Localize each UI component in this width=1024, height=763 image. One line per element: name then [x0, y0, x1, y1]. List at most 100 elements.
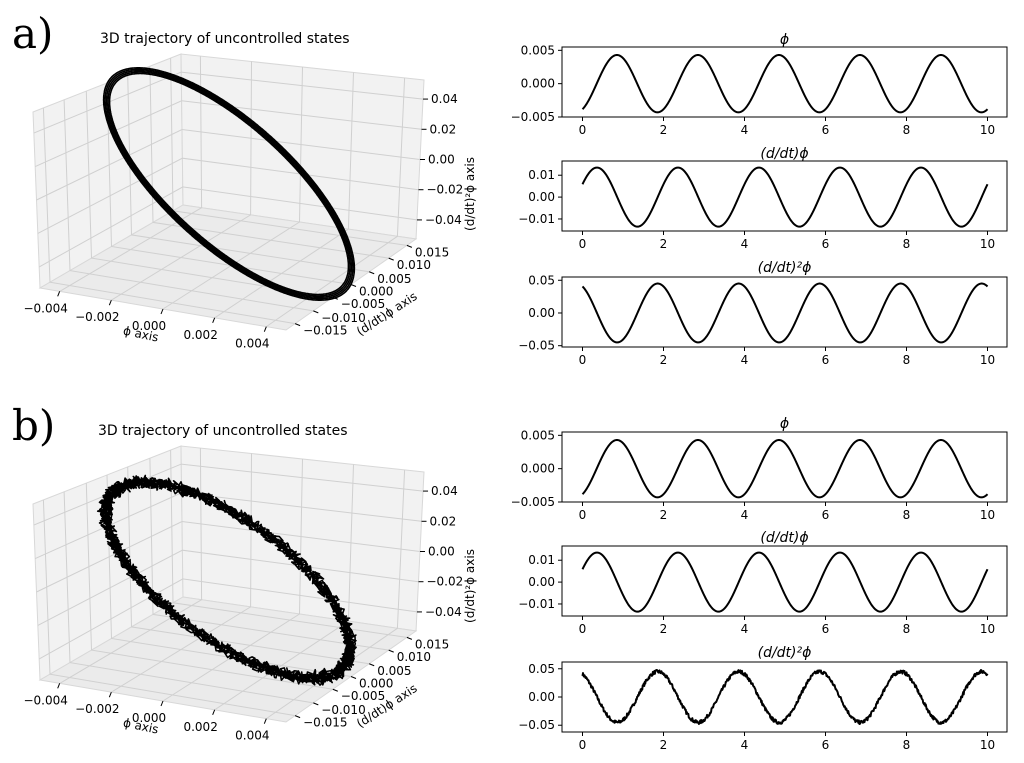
trajectory-loop — [102, 67, 356, 301]
grid-line — [214, 72, 354, 319]
grid-line — [63, 99, 314, 312]
x-tick-label: 0 — [579, 738, 587, 752]
y-tick-mark — [313, 702, 319, 706]
x-tick-label: 6 — [822, 508, 830, 522]
y-tick-mark — [388, 649, 394, 653]
y-tick-label: 0.01 — [528, 553, 555, 567]
x-tick-label: 0 — [579, 123, 587, 137]
trajectory-loop — [96, 476, 357, 686]
y-tick-label: 0.015 — [415, 637, 449, 651]
grid-line — [42, 107, 296, 325]
z-tick-label: 0.02 — [430, 122, 457, 136]
y-tick-mark — [406, 244, 413, 248]
x-tick-mark — [57, 683, 61, 689]
trajectory-title-a: 3D trajectory of uncontrolled states — [100, 31, 350, 47]
grid-line — [38, 186, 418, 268]
grid-line — [34, 100, 422, 168]
grid-line — [63, 491, 314, 704]
x-tick-mark — [212, 317, 216, 324]
y-tick-label: −0.015 — [303, 324, 347, 338]
axes-frame — [561, 276, 1008, 348]
y-tick-label: −0.05 — [518, 339, 555, 353]
x-tick-mark — [160, 308, 164, 315]
subplot-title: (d/dt)ϕ — [760, 530, 808, 546]
x-tick-label: 10 — [980, 738, 995, 752]
x-tick-label: 2 — [660, 508, 668, 522]
x-tick-label: 10 — [980, 237, 995, 251]
grid-line — [33, 71, 424, 134]
y-tick-mark — [313, 310, 319, 314]
grid-line — [85, 483, 333, 690]
x-tick-label: 0 — [579, 508, 587, 522]
grid-line — [162, 66, 303, 310]
y-tick-label: −0.015 — [303, 716, 347, 730]
x-tick-label: 6 — [822, 738, 830, 752]
y-tick-label: 0.005 — [377, 272, 411, 286]
grid-line — [36, 520, 421, 593]
x-tick-mark — [57, 291, 61, 297]
y-tick-mark — [369, 663, 375, 667]
x-tick-label: 4 — [741, 622, 749, 636]
grid-line — [38, 578, 418, 660]
y-tick-label: 0.005 — [521, 428, 555, 442]
z-tick-label: −0.02 — [426, 183, 463, 197]
z-tick-label: 0.02 — [430, 514, 457, 528]
series-line — [581, 668, 989, 726]
x-tick-label: 10 — [980, 622, 995, 636]
x-tick-label: 8 — [903, 353, 911, 367]
grid-line — [36, 128, 421, 201]
x-tick-label: 0.002 — [183, 328, 217, 342]
y-tick-label: 0.00 — [528, 190, 555, 204]
trajectory-loop — [104, 68, 354, 300]
series-line — [581, 551, 989, 613]
axes-frame — [561, 545, 1008, 617]
y-tick-label: 0.010 — [397, 258, 431, 272]
x-tick-label: 0.004 — [235, 337, 269, 351]
x-tick-label: 0.004 — [235, 729, 269, 743]
x-tick-label: 4 — [741, 738, 749, 752]
x-tick-label: 4 — [741, 353, 749, 367]
z-tick-label: −0.04 — [425, 605, 462, 619]
subplot-title: ϕ — [780, 32, 789, 48]
x-tick-label: 0.000 — [132, 319, 166, 333]
grid-line — [127, 74, 370, 273]
trajectory-loop — [105, 69, 353, 299]
axes-frame — [561, 160, 1008, 232]
x-tick-label: −0.004 — [23, 693, 67, 707]
x-tick-label: 0.000 — [132, 711, 166, 725]
subplot-title: (d/dt)²ϕ — [758, 645, 812, 661]
x-tick-label: 2 — [660, 123, 668, 137]
y-tick-label: −0.010 — [321, 311, 365, 325]
grid-line — [111, 453, 252, 693]
x-tick-label: 2 — [660, 353, 668, 367]
x-tick-label: −0.002 — [75, 702, 119, 716]
z-tick-label: −0.02 — [426, 575, 463, 589]
y-tick-label: −0.005 — [341, 297, 385, 311]
x-tick-label: 6 — [822, 622, 830, 636]
x-tick-label: 4 — [741, 508, 749, 522]
subplot-title: (d/dt)²ϕ — [758, 260, 812, 276]
subplot-title: (d/dt)ϕ — [760, 146, 808, 162]
subplot-b-0: ϕ 0 2 4 6 8 10 0.005 0.000 −0.005 — [511, 416, 1008, 522]
series-line — [581, 439, 989, 499]
y-tick-mark — [294, 715, 301, 719]
x-tick-label: 4 — [741, 123, 749, 137]
grid-line — [111, 61, 252, 301]
x-tick-label: 10 — [980, 123, 995, 137]
y-tick-label: −0.010 — [321, 703, 365, 717]
grid-line — [162, 458, 303, 702]
x-tick-mark — [263, 326, 267, 332]
grid-line — [149, 66, 389, 259]
x-tick-label: 8 — [903, 508, 911, 522]
y-tick-label: 0.000 — [521, 77, 555, 91]
grid-line — [127, 466, 370, 665]
x-tick-label: 2 — [660, 237, 668, 251]
grid-line — [266, 469, 406, 720]
z-tick-label: 0.04 — [431, 484, 458, 498]
y-tick-label: 0.005 — [377, 664, 411, 678]
y-tick-mark — [406, 636, 413, 640]
